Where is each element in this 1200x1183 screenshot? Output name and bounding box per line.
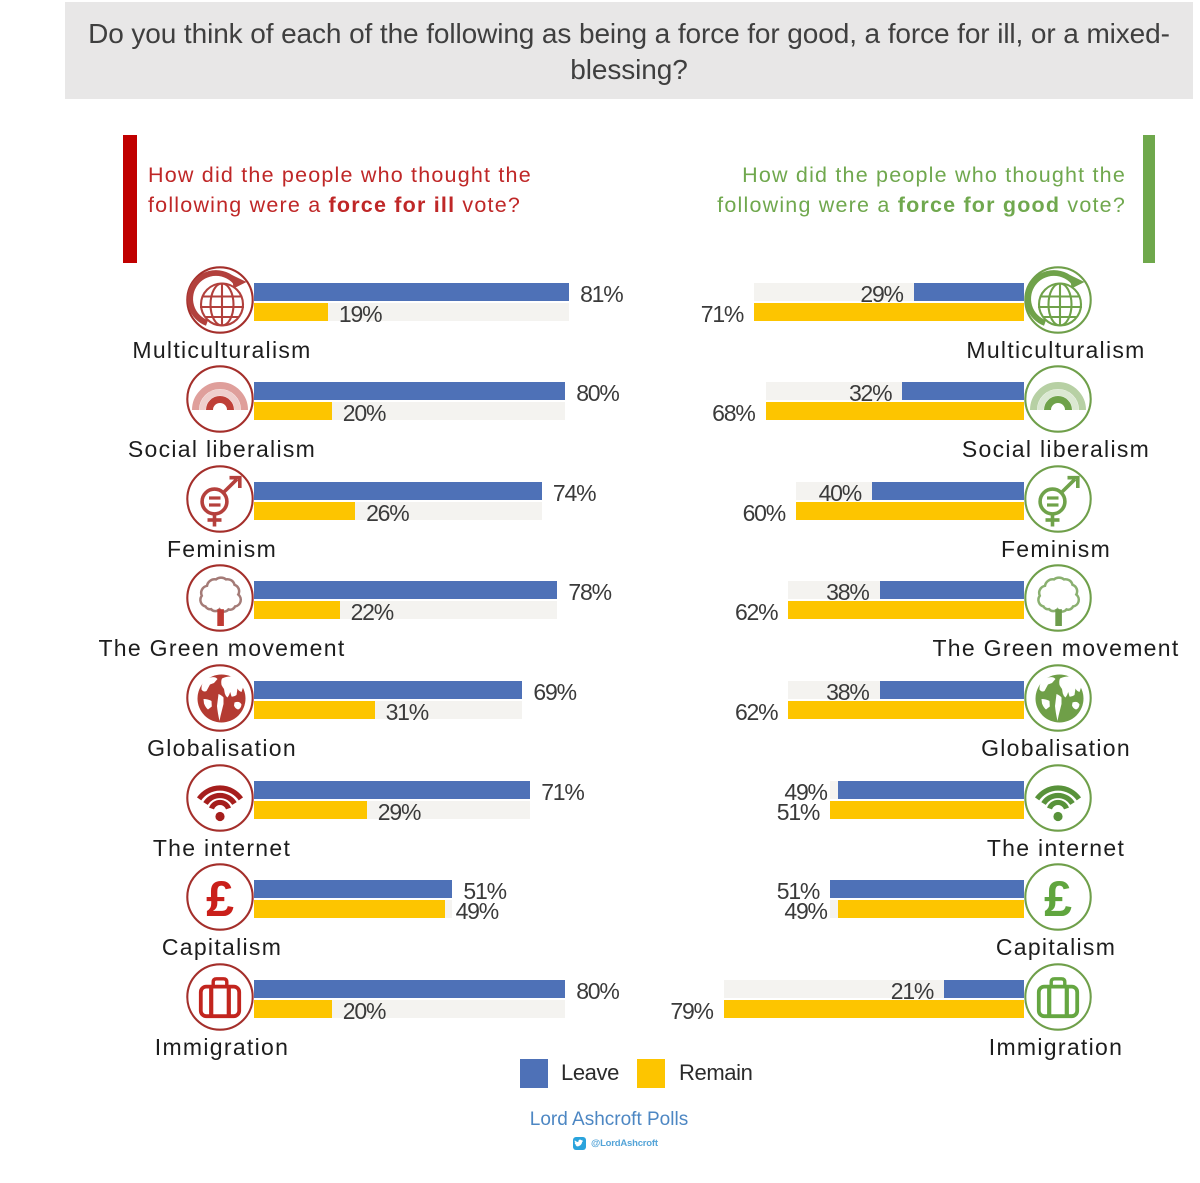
svg-text:£: £ xyxy=(206,871,234,927)
svg-text:£: £ xyxy=(1044,871,1072,927)
